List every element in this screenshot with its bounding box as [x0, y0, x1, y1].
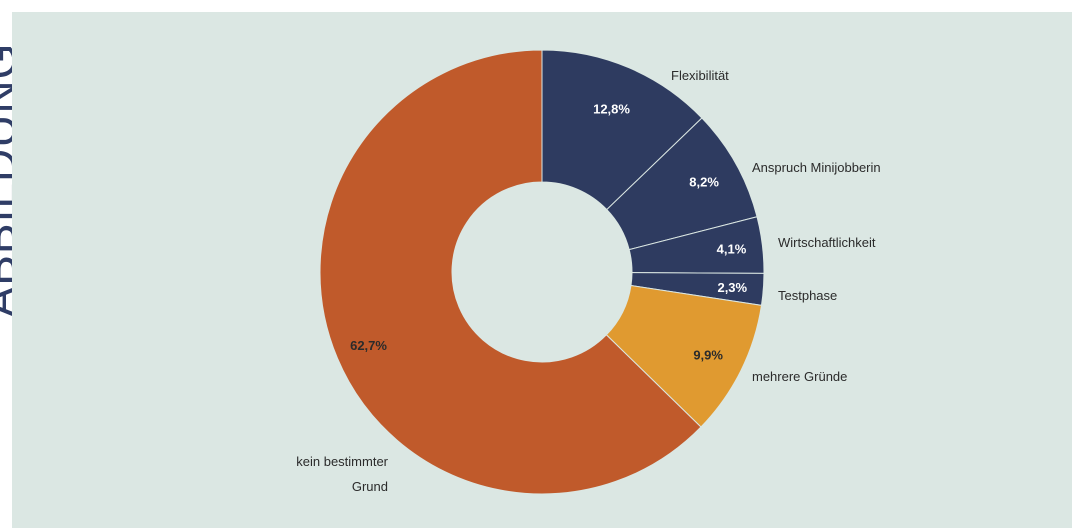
category-label-wirtschaftlichkeit: Wirtschaftlichkeit	[778, 235, 876, 250]
category-label-anspruch-minijobberin: Anspruch Minijobberin	[752, 160, 881, 175]
value-labels-group: 12,8% 8,2% 4,1% 2,3% 9,9% 62,7%	[350, 101, 747, 362]
category-label-kein-bestimmter-grund: kein bestimmter Grund	[296, 454, 388, 494]
value-label-flexibilitat: 12,8%	[593, 101, 630, 116]
value-label-mehrere-grunde: 9,9%	[693, 348, 723, 363]
slice-flexibilitat	[541, 49, 703, 211]
category-labels-group: Flexibilität Anspruch Minijobberin Wirtsch…	[296, 68, 880, 494]
category-label-mehrere-grunde: mehrere Gründe	[752, 369, 847, 384]
category-label-flexibilitat: Flexibilität	[671, 68, 729, 83]
slices-group	[319, 49, 765, 495]
value-label-kein-bestimmter-grund: 62,7%	[350, 338, 387, 353]
value-label-testphase: 2,3%	[717, 280, 747, 295]
category-label-testphase: Testphase	[778, 288, 837, 303]
value-label-anspruch-minijobberin: 8,2%	[689, 175, 719, 190]
slice-kein-bestimmter-grund	[319, 49, 702, 495]
value-label-wirtschaftlichkeit: 4,1%	[717, 242, 747, 257]
